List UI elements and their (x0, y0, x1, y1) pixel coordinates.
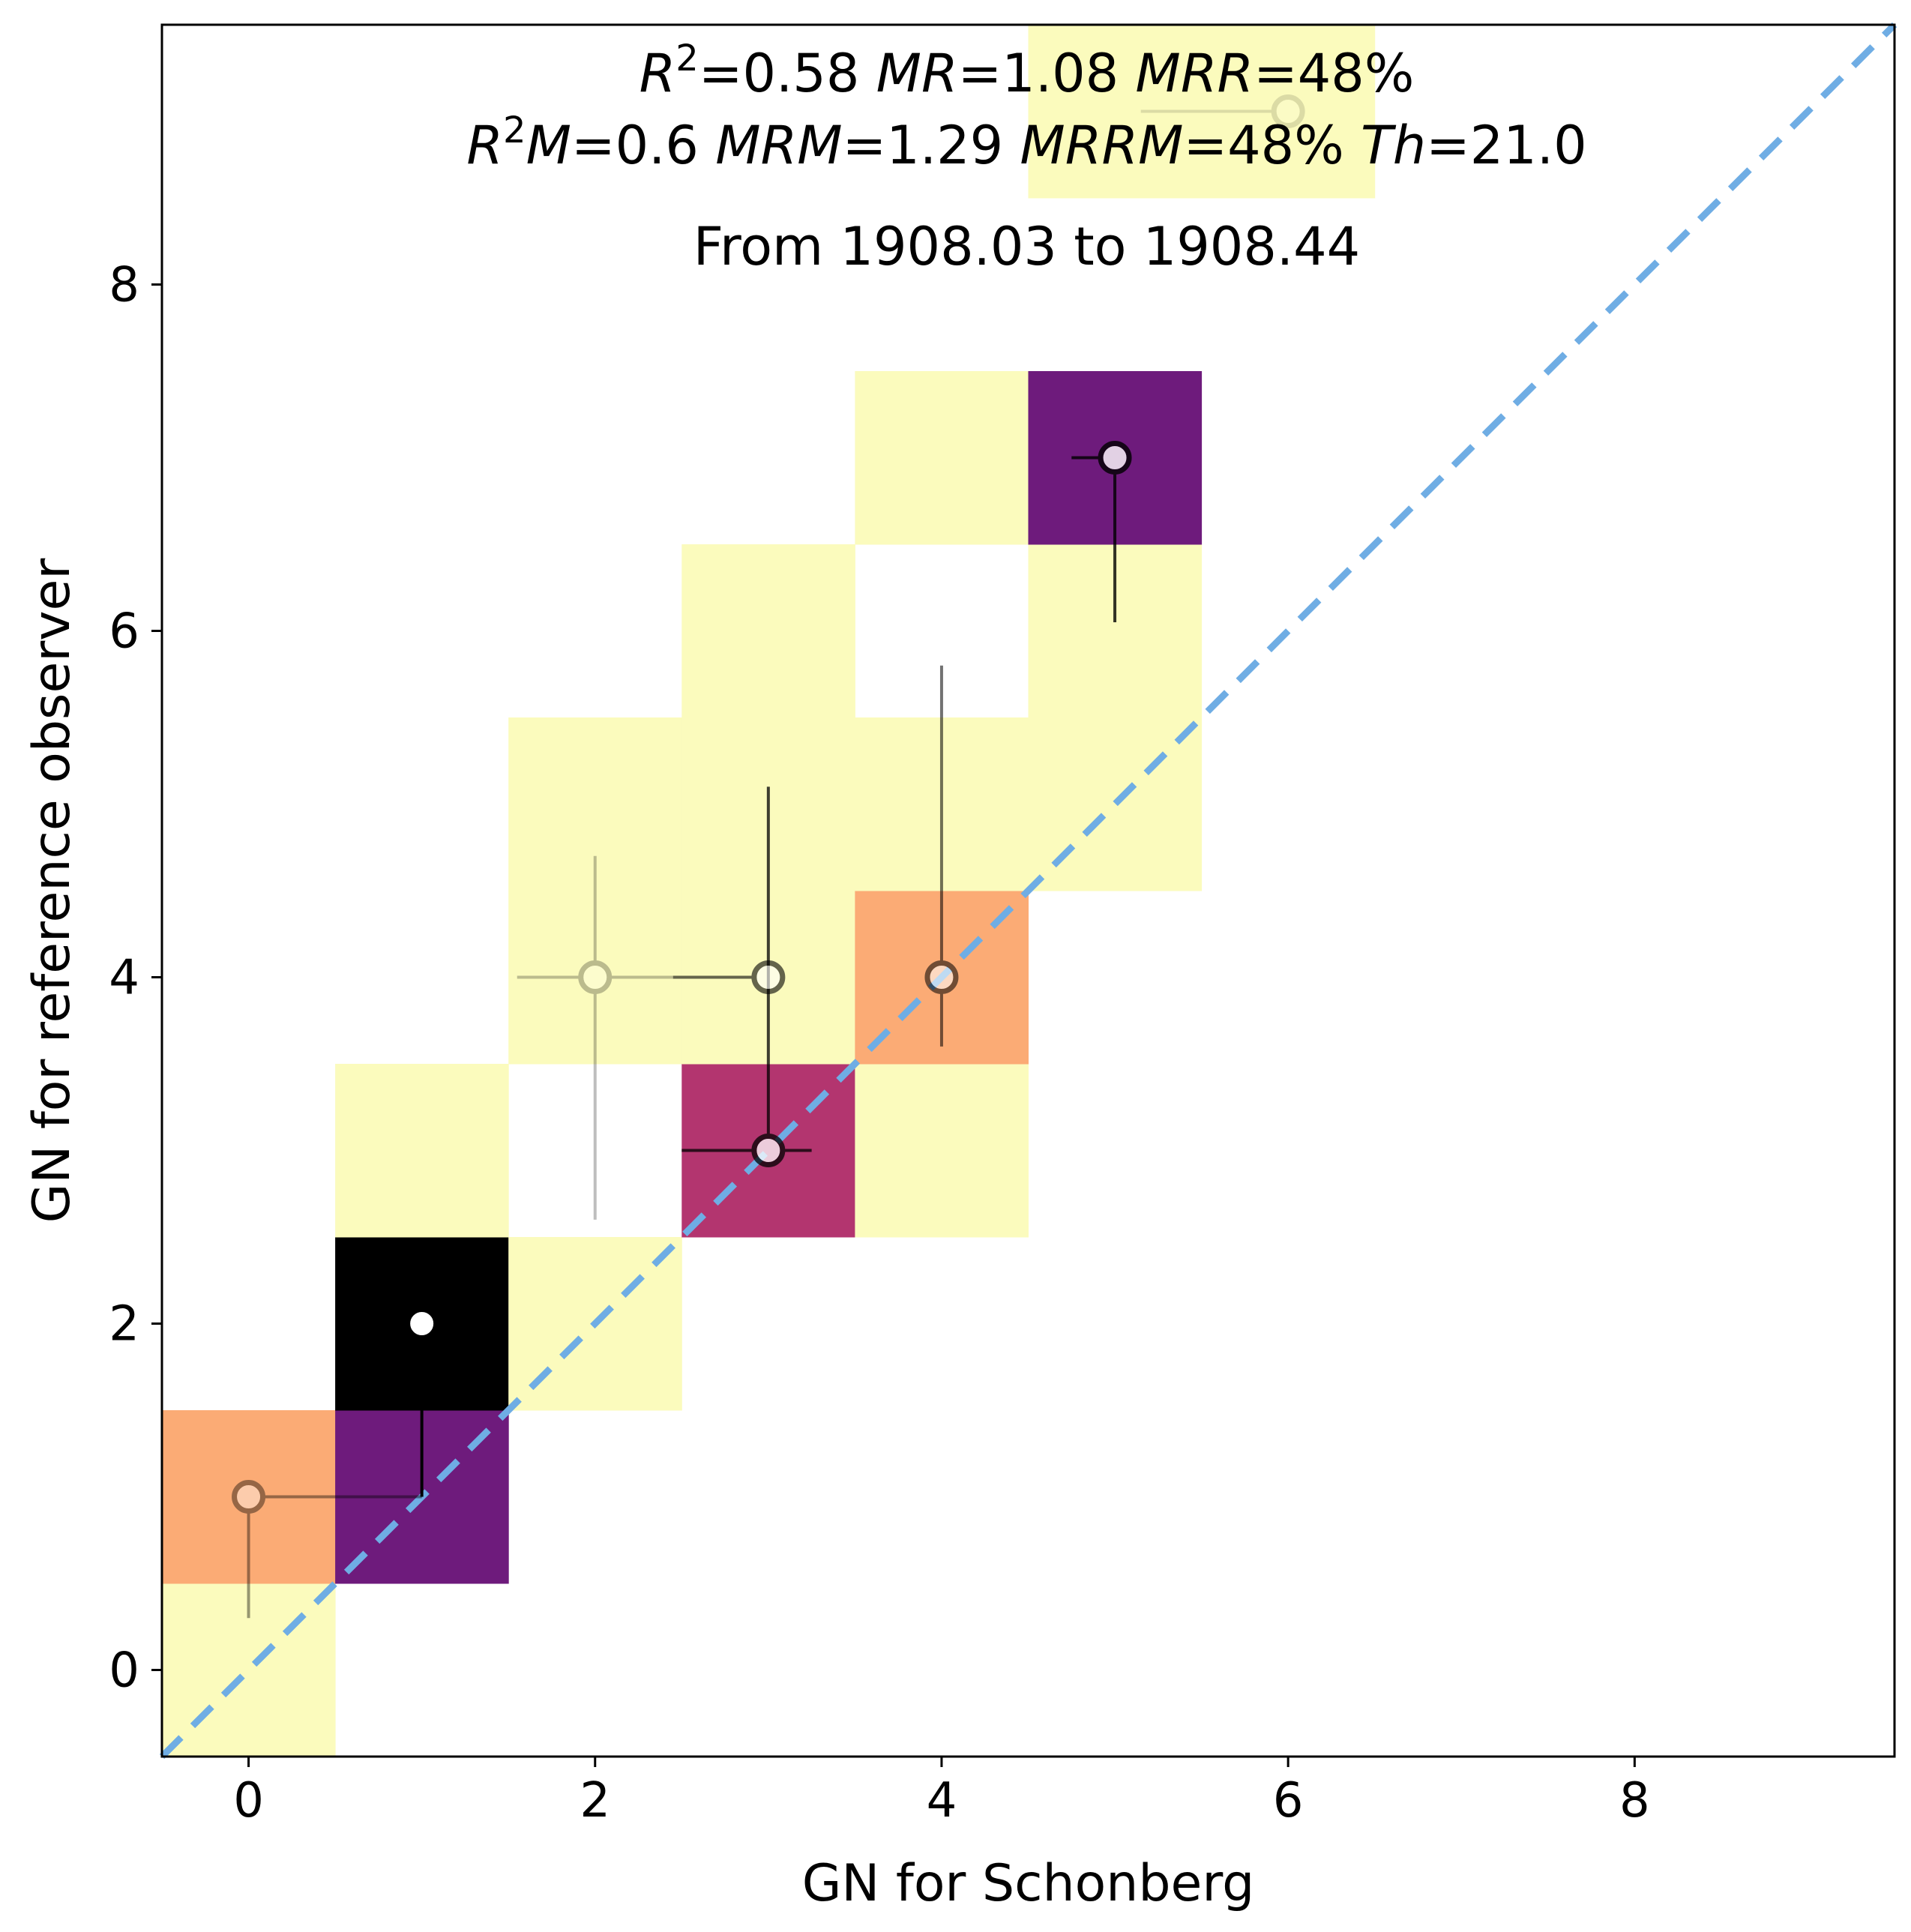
data-point (517, 855, 673, 1220)
stat-segment: R (639, 43, 676, 104)
stat-segment: =48% (1254, 43, 1414, 104)
point-marker (924, 960, 959, 994)
y-axis-title: GN for reference observer (22, 559, 82, 1224)
data-point (672, 960, 786, 994)
data-point (1071, 441, 1132, 622)
stat-segment: =1.08 (958, 43, 1136, 104)
point-marker (405, 1307, 439, 1340)
stat-segment: MR (876, 43, 958, 104)
stat-segment: =21.0 (1426, 115, 1587, 176)
heatmap-cell (508, 891, 682, 1065)
heatmap-cell (335, 1064, 509, 1238)
reference-line (159, 22, 1898, 1760)
heatmap-cell (681, 544, 855, 718)
stat-segment: =1.29 (843, 115, 1020, 176)
x-tick-label: 8 (1619, 1773, 1650, 1829)
heatmap-cell (508, 717, 682, 891)
point-marker (578, 960, 613, 994)
point-marker (751, 960, 786, 994)
data-point (924, 665, 959, 1047)
stats-line-1: R2=0.58 MR=1.08 MRR=48% (639, 37, 1415, 104)
x-tick-label: 6 (1273, 1773, 1304, 1829)
data-point (232, 1480, 422, 1619)
stat-segment: Th (1361, 115, 1426, 176)
point-marker (1098, 441, 1132, 475)
x-tick-label: 2 (580, 1773, 610, 1829)
heatmap-cell (162, 1583, 336, 1757)
point-marker (751, 1134, 786, 1167)
stat-segment: 2 (675, 37, 699, 79)
heatmap-cell (1028, 25, 1203, 199)
y-tick-label: 2 (109, 1297, 139, 1352)
stat-segment: MRM (715, 115, 842, 176)
point-marker (232, 1480, 266, 1514)
heatmap-cells (162, 25, 1376, 1757)
stat-segment: 2 (503, 109, 526, 151)
heatmap-cell (1201, 25, 1376, 199)
y-tick-label: 0 (109, 1643, 139, 1699)
x-axis-title: GN for Schonberg (802, 1854, 1255, 1913)
stat-segment: R (466, 115, 503, 176)
heatmap-cell (855, 1064, 1029, 1238)
stats-line-2: R2M=0.6 MRM=1.29 MRRM=48% Th=21.0 (466, 109, 1586, 176)
data-point (1140, 94, 1305, 128)
stat-segment: =0.58 (699, 43, 876, 104)
stat-segment: M (526, 115, 571, 176)
heatmap-cell (855, 371, 1029, 545)
stat-segment: =0.6 (571, 115, 715, 176)
x-tick-label: 0 (233, 1773, 264, 1829)
period-label: From 1908.03 to 1908.44 (693, 216, 1360, 277)
stat-segment: MRR (1135, 43, 1254, 104)
y-tick-label: 4 (109, 951, 139, 1006)
data-points-layer (232, 94, 1305, 1619)
y-tick-label: 6 (109, 604, 139, 660)
stat-segment: MRRM (1020, 115, 1183, 176)
x-tick-label: 4 (927, 1773, 957, 1829)
stat-segment: =48% (1183, 115, 1361, 176)
data-point (405, 1307, 439, 1497)
heatmap-cell (162, 1410, 336, 1584)
y-tick-label: 8 (109, 258, 139, 313)
plot-frame (160, 23, 1896, 1758)
point-marker (1271, 94, 1305, 128)
axis-ticks: 0 2 4 6 8 0 2 4 6 8 (109, 258, 1649, 1829)
reference-line-layer (159, 22, 1898, 1760)
